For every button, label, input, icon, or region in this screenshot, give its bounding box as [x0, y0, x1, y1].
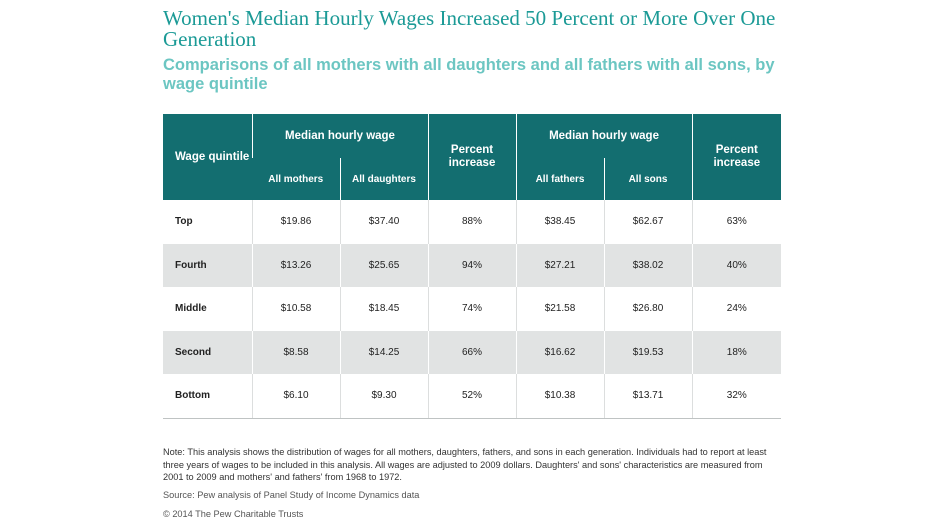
header-all-mothers: All mothers: [252, 158, 340, 200]
header-all-sons: All sons: [603, 158, 693, 200]
table-subheader-row: All mothers All daughters All fathers Al…: [163, 158, 781, 200]
header-wage-quintile: Wage quintile: [163, 114, 252, 200]
cell-mothers-wage: $10.58: [251, 287, 340, 331]
cell-women-increase: 74%: [427, 287, 517, 331]
cell-quintile: Second: [163, 330, 252, 374]
cell-quintile: Fourth: [163, 243, 252, 287]
cell-sons-wage: $13.71: [603, 374, 693, 419]
cell-fathers-wage: $38.45: [515, 200, 605, 244]
cell-sons-wage: $26.80: [603, 287, 693, 331]
cell-daughters-wage: $18.45: [339, 287, 429, 331]
footnote: Note: This analysis shows the distributi…: [163, 447, 767, 482]
cell-mothers-wage: $8.58: [251, 330, 340, 374]
header-percent-increase-women: Percent increase: [427, 114, 517, 200]
cell-men-increase: 32%: [691, 374, 782, 419]
table-row: Fourth $13.26 $25.65 94% $27.21 $38.02 4…: [163, 243, 782, 287]
cell-men-increase: 40%: [691, 243, 782, 287]
header-percent-increase-men: Percent increase: [691, 114, 782, 200]
cell-men-increase: 18%: [691, 330, 782, 374]
cell-sons-wage: $19.53: [603, 330, 693, 374]
cell-daughters-wage: $37.40: [339, 200, 429, 244]
copyright-line: © 2014 The Pew Charitable Trusts: [163, 509, 304, 519]
wage-table: Wage quintile Median hourly wage Percent…: [163, 114, 782, 419]
cell-sons-wage: $38.02: [603, 243, 693, 287]
cell-quintile: Middle: [175, 303, 207, 315]
table-row: Bottom $6.10 $9.30 52% $10.38 $13.71 32%: [163, 374, 782, 419]
cell-men-increase: 63%: [691, 200, 782, 244]
cell-sons-wage: $62.67: [603, 200, 693, 244]
table-row: Second $8.58 $14.25 66% $16.62 $19.53 18…: [163, 330, 782, 374]
cell-women-increase: 94%: [427, 243, 517, 287]
cell-fathers-wage: $27.21: [515, 243, 605, 287]
cell-daughters-wage: $25.65: [339, 243, 429, 287]
table-row: Top $19.86 $37.40 88% $38.45 $62.67 63%: [163, 200, 782, 244]
cell-women-increase: 88%: [427, 200, 517, 244]
cell-daughters-wage: $14.25: [339, 330, 429, 374]
cell-mothers-wage: $19.86: [251, 200, 340, 244]
header-all-fathers: All fathers: [515, 158, 605, 200]
cell-mothers-wage: $6.10: [251, 374, 340, 419]
table-row: Middle $10.58 $18.45 74% $21.58 $26.80 2…: [163, 287, 782, 331]
cell-mothers-wage: $13.26: [251, 243, 340, 287]
header-median-wage-men: Median hourly wage: [515, 114, 693, 158]
cell-fathers-wage: $21.58: [515, 287, 605, 331]
cell-men-increase: 24%: [691, 287, 782, 331]
chart-title: Women's Median Hourly Wages Increased 50…: [163, 6, 776, 51]
cell-fathers-wage: $10.38: [515, 374, 605, 419]
header-median-wage-women: Median hourly wage: [251, 114, 429, 158]
cell-quintile: Bottom: [163, 374, 252, 419]
header-all-daughters: All daughters: [339, 158, 429, 200]
table-header-row: Wage quintile Median hourly wage Percent…: [163, 114, 782, 200]
cell-daughters-wage: $9.30: [339, 374, 429, 419]
cell-quintile: Top: [175, 216, 193, 228]
cell-women-increase: 52%: [427, 374, 517, 419]
cell-women-increase: 66%: [427, 330, 517, 374]
source-line: Source: Pew analysis of Panel Study of I…: [163, 490, 420, 500]
cell-fathers-wage: $16.62: [515, 330, 605, 374]
chart-subtitle: Comparisons of all mothers with all daug…: [163, 56, 775, 93]
